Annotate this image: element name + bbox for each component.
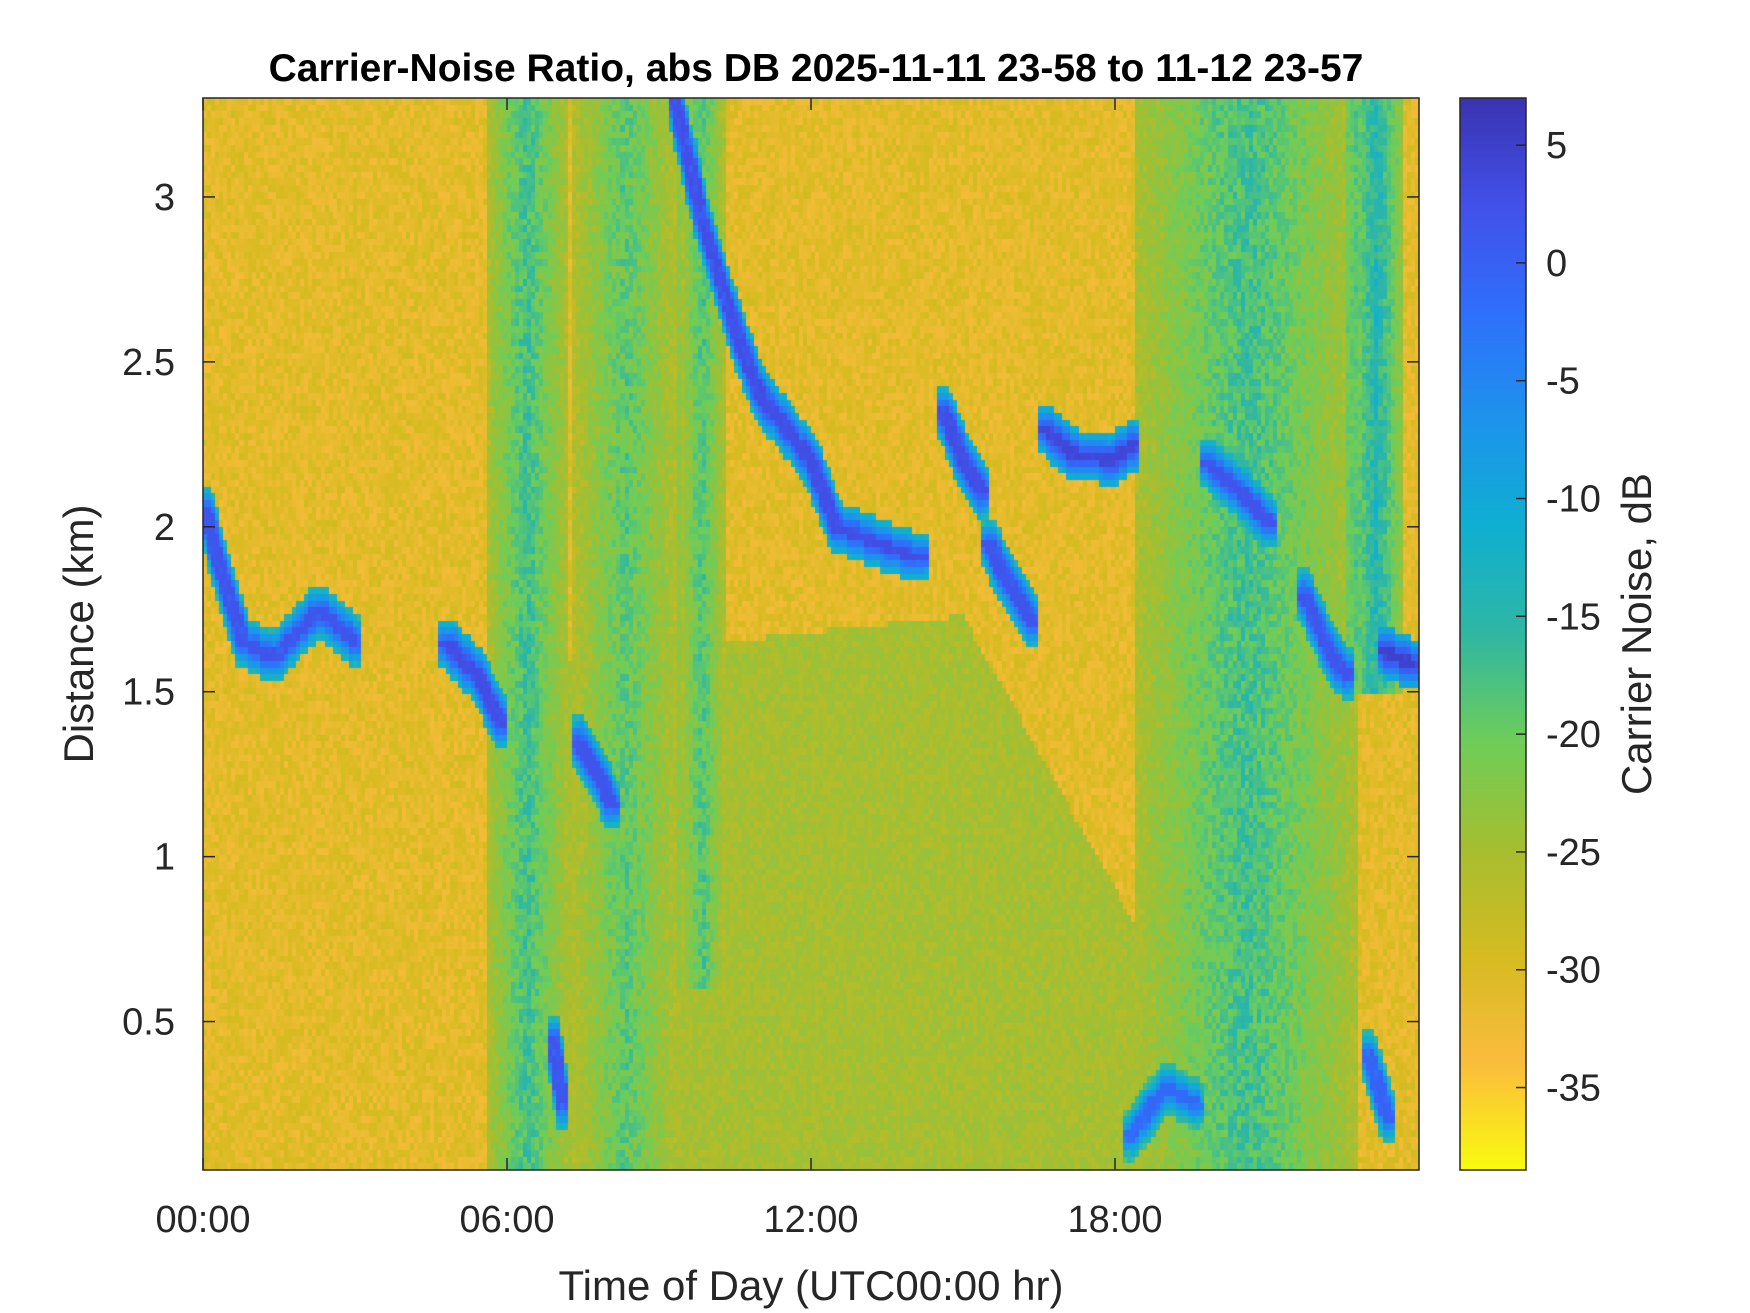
plot-area: [202, 97, 1420, 1171]
y-tick-label: 2.5: [122, 342, 175, 384]
colorbar: 5 0 -5 -10 -15 -20 -25 -30 -35 Carrier Noise, dB: [1459, 97, 1660, 1171]
y-tick-label: 0.5: [122, 1002, 175, 1044]
heatmap-image: [203, 98, 1419, 1170]
colorbar-tick-label: 5: [1546, 125, 1567, 167]
colorbar-tick-label: -10: [1546, 479, 1601, 521]
x-tick-label: 00:00: [155, 1199, 250, 1241]
y-tick-label: 3: [154, 177, 175, 219]
colorbar-tick-label: -25: [1546, 832, 1601, 874]
colorbar-tick-label: -20: [1546, 714, 1601, 756]
colorbar-tick-label: -5: [1546, 361, 1580, 403]
x-axis: 00:00 06:00 12:00 18:00: [155, 98, 1163, 1241]
x-tick-label: 12:00: [763, 1199, 858, 1241]
colorbar-tick-label: 0: [1546, 243, 1567, 285]
x-tick-label: 18:00: [1067, 1199, 1162, 1241]
colorbar-tick-label: -15: [1546, 596, 1601, 638]
colorbar-label: Carrier Noise, dB: [1613, 473, 1660, 795]
y-axis: 0.5 1 1.5 2 2.5 3: [122, 177, 1419, 1044]
colorbar-gradient: [1459, 97, 1527, 1171]
y-tick-label: 1: [154, 837, 175, 879]
colorbar-tick-label: -35: [1546, 1068, 1601, 1110]
y-tick-label: 1.5: [122, 672, 175, 714]
x-tick-label: 06:00: [459, 1199, 554, 1241]
y-axis-label: Distance (km): [55, 504, 102, 763]
x-axis-label: Time of Day (UTC00:00 hr): [559, 1262, 1064, 1309]
colorbar-tick-label: -30: [1546, 950, 1601, 992]
y-tick-label: 2: [154, 507, 175, 549]
colorbar-ticks: 5 0 -5 -10 -15 -20 -25 -30 -35: [1516, 125, 1601, 1110]
chart-title: Carrier-Noise Ratio, abs DB 2025-11-11 2…: [269, 47, 1364, 90]
